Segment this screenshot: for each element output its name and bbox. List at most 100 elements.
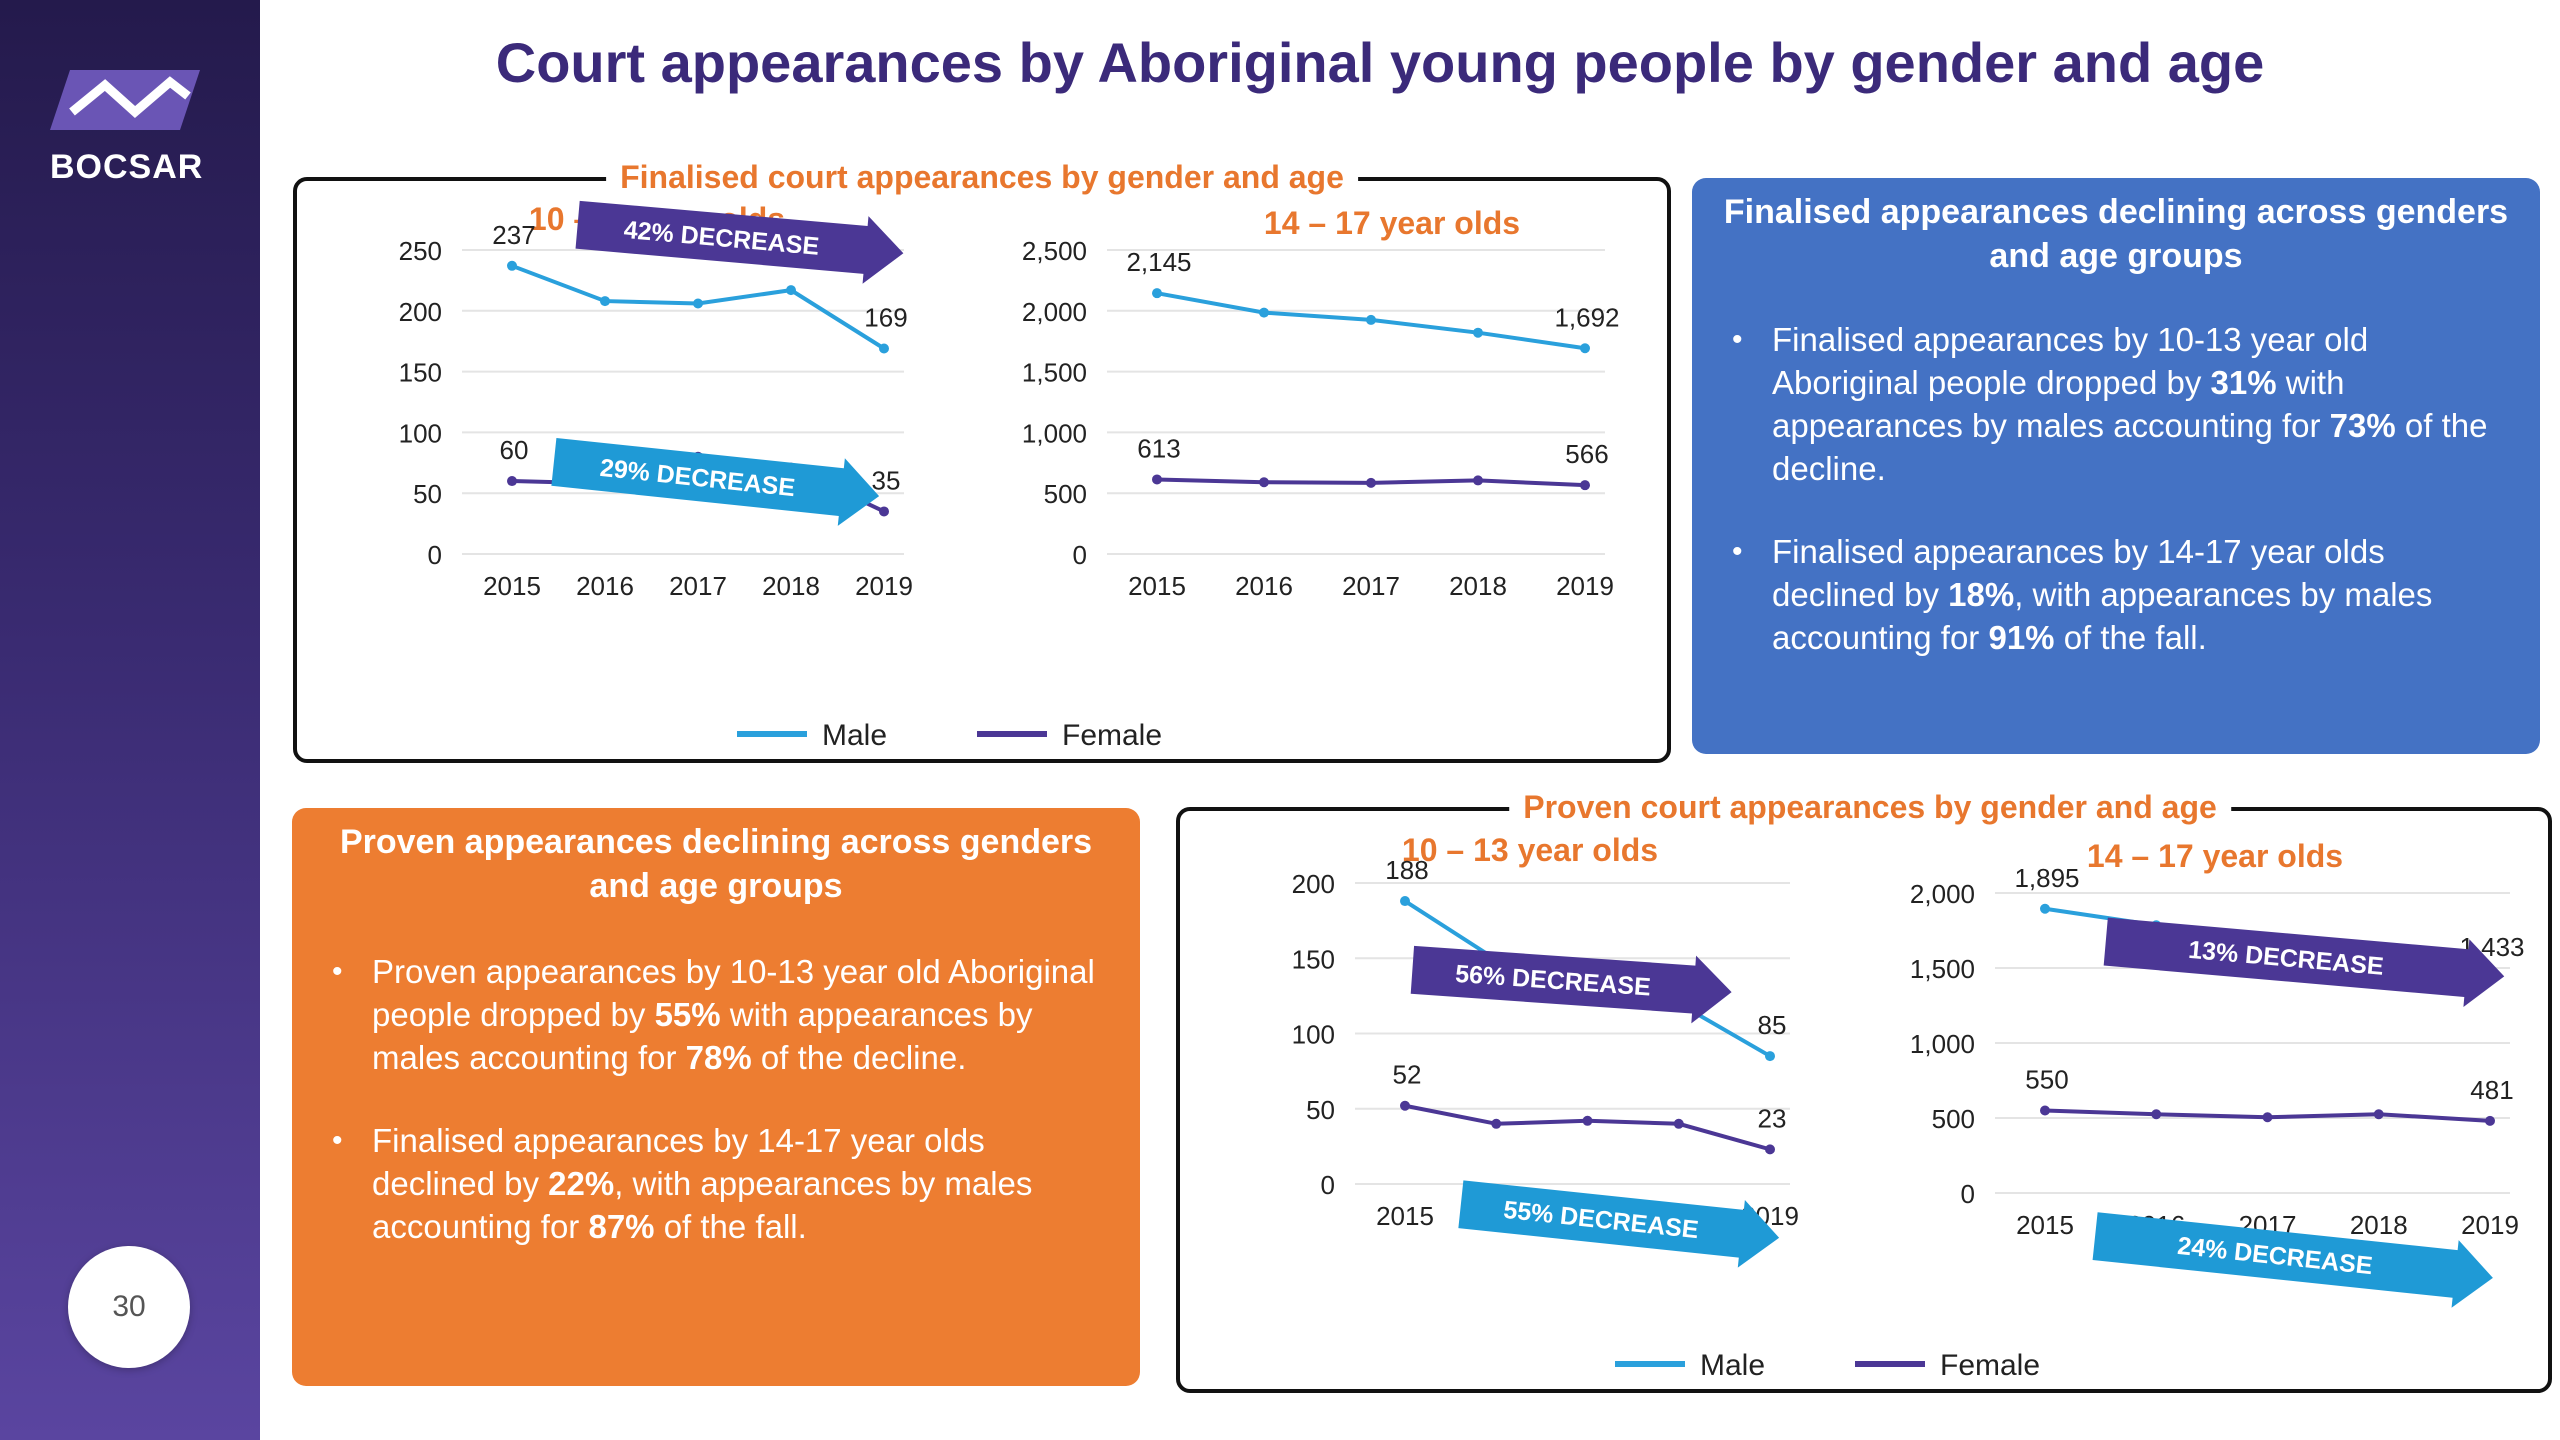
- y-tick-label: 100: [1292, 1020, 1335, 1050]
- sidebar: BOCSAR 30: [0, 0, 260, 1440]
- proven-chart-box: Proven court appearances by gender and a…: [1176, 789, 2552, 1393]
- data-point: [2373, 1109, 2384, 1120]
- page-title: Court appearances by Aboriginal young pe…: [495, 31, 2265, 94]
- data-point: [1400, 896, 1410, 907]
- data-point: [1673, 1118, 1684, 1129]
- x-tick-label: 2017: [669, 571, 727, 601]
- data-point: [1259, 307, 1269, 318]
- y-tick-label: 2,000: [1022, 297, 1087, 327]
- y-tick-label: 1,500: [1022, 358, 1087, 388]
- data-label: 566: [1565, 439, 1608, 469]
- data-point: [1580, 343, 1590, 354]
- y-tick-label: 150: [399, 358, 442, 388]
- y-tick-label: 100: [399, 418, 442, 448]
- data-point: [507, 476, 517, 487]
- chart-finalised-14-17: 14 – 17 year olds 0 500 1,000 1,500 2,000 2,50…: [1022, 205, 1620, 601]
- data-label: 85: [1758, 1010, 1787, 1040]
- data-label: 1,692: [1554, 302, 1619, 332]
- y-tick-label: 1,000: [1022, 418, 1087, 448]
- finalised-box-title: Finalised court appearances by gender an…: [606, 159, 1358, 196]
- data-label: 60: [500, 435, 529, 465]
- proven-summary-panel: Proven appearances declining across gend…: [292, 808, 1140, 1386]
- y-tick-label: 1,000: [1910, 1029, 1975, 1059]
- proven-summary-heading: Proven appearances declining across gend…: [339, 823, 1093, 905]
- data-point: [1259, 477, 1269, 488]
- data-point: [1491, 1118, 1502, 1129]
- bocsar-logo: [50, 70, 200, 130]
- x-tick-label: 2019: [1556, 571, 1614, 601]
- finalised-charts-svg: 10 – 13 year olds05010015020025020152016…: [399, 200, 1620, 752]
- x-tick-label: 2018: [1449, 571, 1507, 601]
- chart-finalised-10-13: 10 – 13 year olds05010015020025020152016…: [399, 200, 913, 601]
- arrow-shape: [1410, 945, 1732, 1024]
- chart-subtitle: 14 – 17 year olds: [1264, 205, 1520, 241]
- bullet-item: Proven appearances by 10-13 year old Abo…: [322, 950, 1100, 1079]
- bullet-item: Finalised appearances by 10-13 year old …: [1722, 318, 2500, 490]
- data-point: [879, 506, 889, 517]
- data-label: 613: [1137, 433, 1180, 463]
- y-tick-label: 500: [1932, 1104, 1975, 1134]
- y-tick-label: 0: [428, 540, 442, 570]
- y-tick-label: 50: [1306, 1095, 1335, 1125]
- data-point: [2151, 1109, 2162, 1120]
- data-label: 2,145: [1126, 247, 1191, 277]
- proven-box-title: Proven court appearances by gender and a…: [1509, 789, 2231, 826]
- proven-charts-svg: 10 – 13 year olds05010015020020152016201…: [1292, 832, 2525, 1382]
- arrow-shape: [2092, 1212, 2493, 1308]
- data-point: [1473, 327, 1483, 338]
- data-label: 23: [1758, 1103, 1787, 1133]
- series-line-female: [1404, 1103, 1771, 1152]
- data-point: [693, 298, 703, 309]
- data-point: [1152, 288, 1162, 299]
- y-tick-label: 150: [1292, 944, 1335, 974]
- data-point: [1765, 1051, 1775, 1062]
- legend-female-label: Female: [1062, 719, 1162, 752]
- x-tick-label: 2016: [576, 571, 634, 601]
- y-tick-label: 50: [413, 479, 442, 509]
- y-tick-label: 250: [399, 236, 442, 266]
- y-tick-label: 2,500: [1022, 236, 1087, 266]
- y-tick-label: 1,500: [1910, 954, 1975, 984]
- decrease-arrow: 56% DECREASE: [1410, 945, 1732, 1024]
- y-tick-label: 200: [399, 297, 442, 327]
- data-label: 550: [2025, 1065, 2068, 1095]
- bullet-item: Finalised appearances by 14-17 year olds…: [1722, 530, 2500, 659]
- proven-legend: Male Female: [1615, 1349, 2040, 1382]
- data-point: [507, 260, 517, 271]
- data-point: [1473, 475, 1483, 486]
- data-point: [2485, 1115, 2495, 1126]
- data-point: [600, 296, 610, 307]
- decrease-arrow: 42% DECREASE: [575, 200, 904, 284]
- data-label: 169: [864, 302, 907, 332]
- finalised-chart-box: Finalised court appearances by gender an…: [293, 159, 1671, 763]
- x-tick-label: 2015: [2016, 1210, 2074, 1240]
- data-label: 1,895: [2014, 863, 2079, 893]
- x-tick-label: 2015: [1376, 1201, 1434, 1231]
- x-tick-label: 2018: [2350, 1210, 2408, 1240]
- x-tick-label: 2015: [483, 571, 541, 601]
- decrease-arrow: 55% DECREASE: [1458, 1180, 1780, 1268]
- data-point: [1152, 474, 1162, 485]
- finalised-summary-panel: Finalised appearances declining across g…: [1692, 178, 2540, 754]
- finalised-summary-heading: Finalised appearances declining across g…: [1723, 193, 2509, 275]
- x-tick-label: 2019: [855, 571, 913, 601]
- decrease-arrow: 24% DECREASE: [2092, 1212, 2493, 1308]
- arrow-shape: [551, 438, 880, 526]
- data-point: [879, 343, 889, 354]
- chart-subtitle: 10 – 13 year olds: [1402, 832, 1658, 868]
- legend-male-label: Male: [1700, 1349, 1765, 1382]
- data-label: 52: [1393, 1060, 1422, 1090]
- data-point: [1582, 1115, 1593, 1126]
- data-label: 481: [2470, 1075, 2513, 1105]
- data-point: [1366, 477, 1376, 488]
- data-point: [1400, 1100, 1410, 1111]
- y-tick-label: 200: [1292, 869, 1335, 899]
- chart-proven-10-13: 10 – 13 year olds05010015020020152016201…: [1292, 832, 1799, 1268]
- x-tick-label: 2016: [1235, 571, 1293, 601]
- legend-male-label: Male: [822, 719, 887, 752]
- arrow-shape: [575, 200, 904, 284]
- data-point: [2040, 903, 2050, 914]
- finalised-summary-bullets: Finalised appearances by 10-13 year old …: [1722, 318, 2500, 699]
- chart-proven-14-17: 14 – 17 year olds 0 500 1,000 1,500 2,000 2015…: [1910, 838, 2525, 1308]
- y-tick-label: 0: [1321, 1170, 1335, 1200]
